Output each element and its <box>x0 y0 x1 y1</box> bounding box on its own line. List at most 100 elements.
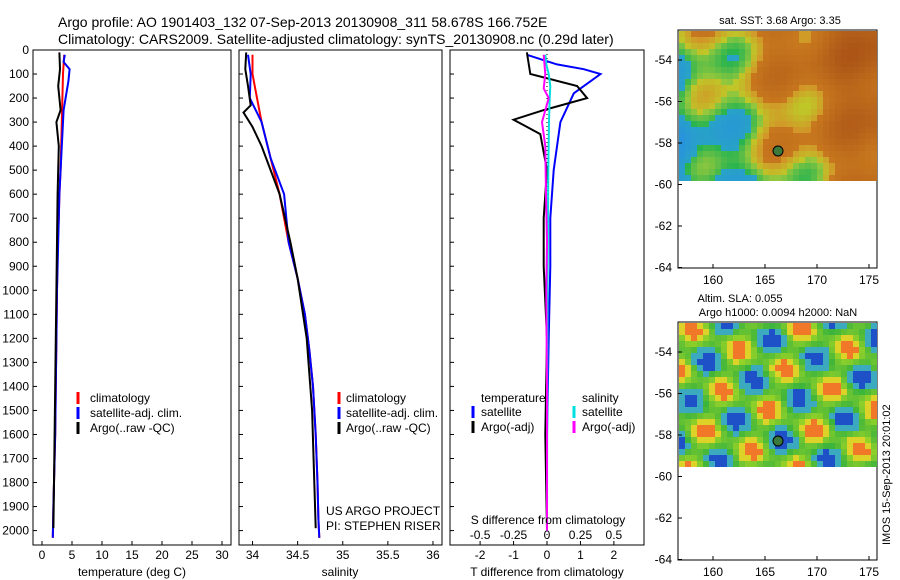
map-cell <box>829 31 835 37</box>
map-cell <box>763 377 769 383</box>
sst-map-title: sat. SST: 3.68 Argo: 3.35 <box>719 15 841 27</box>
map-cell <box>811 61 817 67</box>
map-cell <box>871 139 877 145</box>
map-cell <box>703 377 709 383</box>
map-cell <box>805 145 811 151</box>
map-cell <box>763 329 769 335</box>
map-cell <box>715 401 721 407</box>
map-cell <box>685 85 691 91</box>
map-cell <box>727 79 733 85</box>
map-cell <box>853 139 859 145</box>
map-cell <box>727 61 733 67</box>
map-cell <box>679 139 685 145</box>
sla-map-title-1: Altim. SLA: 0.055 <box>698 293 783 305</box>
map-cell <box>841 431 847 437</box>
map-cell <box>847 127 853 133</box>
map-cell <box>787 157 793 163</box>
map-cell <box>679 347 685 353</box>
map-cell <box>865 413 871 419</box>
map-cell <box>721 157 727 163</box>
map-cell <box>817 175 823 181</box>
map-cell <box>817 133 823 139</box>
map-cell <box>739 461 745 467</box>
map-cell <box>829 419 835 425</box>
map-cell <box>823 157 829 163</box>
map-cell <box>799 365 805 371</box>
map-cell <box>781 79 787 85</box>
map-cell <box>697 139 703 145</box>
map-cell <box>697 407 703 413</box>
map-cell <box>703 127 709 133</box>
map-cell <box>859 371 865 377</box>
map-cell <box>811 55 817 61</box>
map-cell <box>727 67 733 73</box>
map-cell <box>685 97 691 103</box>
map-cell <box>763 127 769 133</box>
map-cell <box>781 133 787 139</box>
map-cell <box>787 437 793 443</box>
map-cell <box>769 395 775 401</box>
map-cell <box>865 377 871 383</box>
map-cell <box>817 109 823 115</box>
depth-tick-label: 600 <box>9 187 29 201</box>
map-cell <box>853 347 859 353</box>
map-cell <box>691 323 697 329</box>
map-cell <box>691 443 697 449</box>
map-cell <box>859 359 865 365</box>
map-cell <box>703 97 709 103</box>
map-cell <box>709 401 715 407</box>
map-cell <box>781 163 787 169</box>
map-cell <box>769 371 775 377</box>
map-cell <box>805 175 811 181</box>
map-cell <box>709 395 715 401</box>
map-cell <box>787 431 793 437</box>
map-x-tick-label: 175 <box>859 565 879 579</box>
map-cell <box>721 67 727 73</box>
map-cell <box>769 145 775 151</box>
map-cell <box>853 359 859 365</box>
map-cell <box>781 431 787 437</box>
map-cell <box>871 323 877 329</box>
map-cell <box>727 443 733 449</box>
map-cell <box>751 461 757 467</box>
map-cell <box>733 103 739 109</box>
map-cell <box>769 49 775 55</box>
map-cell <box>823 335 829 341</box>
map-cell <box>865 121 871 127</box>
map-cell <box>691 329 697 335</box>
map-cell <box>691 73 697 79</box>
map-cell <box>781 401 787 407</box>
map-cell <box>775 401 781 407</box>
map-cell <box>799 431 805 437</box>
map-cell <box>727 121 733 127</box>
map-cell <box>763 359 769 365</box>
map-cell <box>697 37 703 43</box>
map-cell <box>811 395 817 401</box>
map-cell <box>781 127 787 133</box>
map-cell <box>715 145 721 151</box>
map-cell <box>811 169 817 175</box>
map-cell <box>703 55 709 61</box>
map-cell <box>751 91 757 97</box>
map-cell <box>871 103 877 109</box>
map-cell <box>805 115 811 121</box>
map-cell <box>799 401 805 407</box>
map-cell <box>757 437 763 443</box>
map-cell <box>751 151 757 157</box>
map-cell <box>709 359 715 365</box>
map-cell <box>763 163 769 169</box>
map-cell <box>775 61 781 67</box>
map-cell <box>697 413 703 419</box>
map-cell <box>811 73 817 79</box>
map-cell <box>703 347 709 353</box>
map-cell <box>805 151 811 157</box>
map-cell <box>733 67 739 73</box>
map-cell <box>691 145 697 151</box>
map-cell <box>769 449 775 455</box>
map-cell <box>733 419 739 425</box>
map-cell <box>775 371 781 377</box>
map-cell <box>829 341 835 347</box>
map-cell <box>751 383 757 389</box>
map-cell <box>715 85 721 91</box>
map-cell <box>739 353 745 359</box>
